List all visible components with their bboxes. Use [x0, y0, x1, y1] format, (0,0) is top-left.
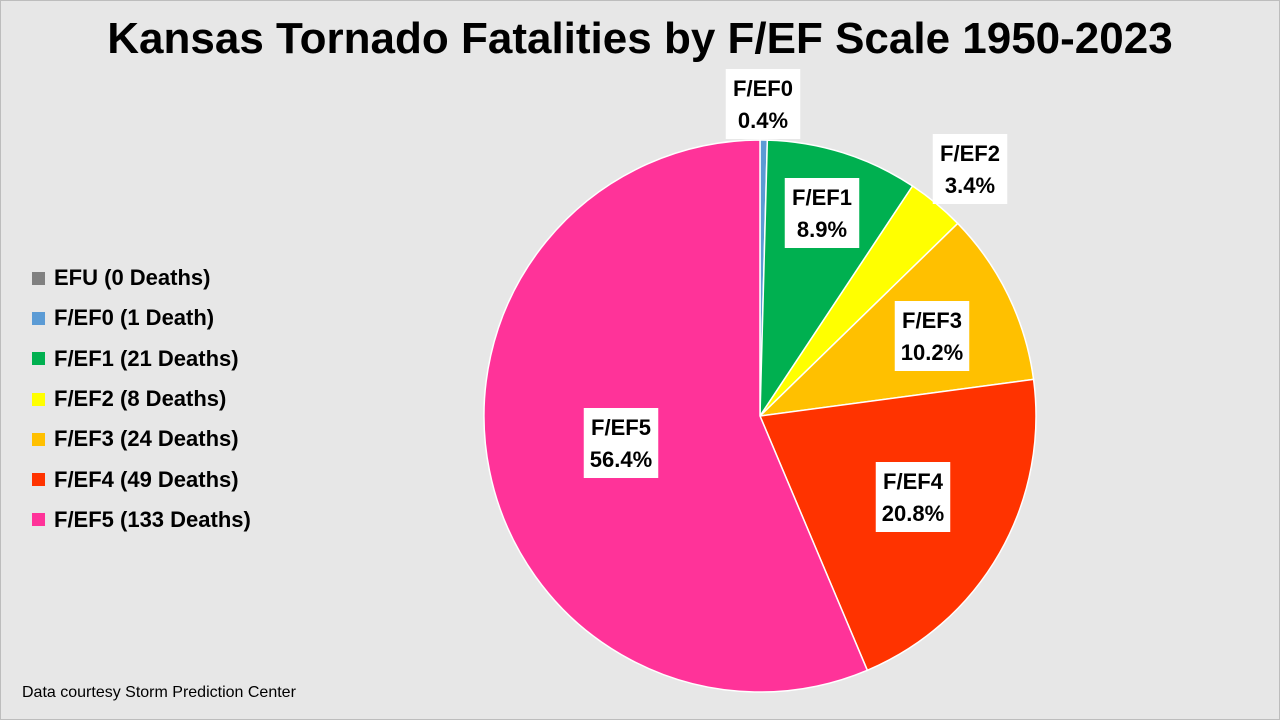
- data-label-percent: 20.8%: [882, 501, 944, 526]
- legend-label: F/EF5 (133 Deaths): [54, 506, 251, 532]
- legend-swatch: [32, 271, 45, 285]
- data-label: F/EF0 0.4%: [725, 69, 801, 139]
- legend-label: F/EF3 (24 Deaths): [54, 426, 239, 452]
- data-label: F/EF5 56.4%: [583, 408, 659, 478]
- legend-label: F/EF0 (1 Death): [54, 305, 215, 331]
- legend-swatch: [32, 311, 45, 325]
- legend-label: F/EF2 (8 Deaths): [54, 386, 227, 412]
- data-label-box: [932, 134, 1008, 204]
- legend-swatch: [32, 513, 45, 527]
- legend-label: EFU (0 Deaths): [54, 265, 211, 291]
- pie-slice-f-ef5: [483, 139, 869, 693]
- data-label-box: [784, 178, 860, 248]
- chart-title: Kansas Tornado Fatalities by F/EF Scale …: [107, 14, 1173, 63]
- data-label-name: F/EF4: [883, 469, 944, 494]
- legend-item: EFU (0 Deaths): [32, 258, 251, 298]
- data-label-percent: 8.9%: [797, 217, 847, 242]
- data-label-percent: 0.4%: [738, 108, 788, 133]
- legend-swatch: [32, 352, 45, 366]
- data-label: F/EF1 8.9%: [784, 178, 860, 248]
- data-label-box: [583, 408, 659, 478]
- legend-item: F/EF5 (133 Deaths): [32, 500, 251, 540]
- legend-swatch: [32, 392, 45, 406]
- legend-swatch: [32, 473, 45, 487]
- data-label: F/EF3 10.2%: [894, 301, 970, 371]
- legend-item: F/EF1 (21 Deaths): [32, 339, 251, 379]
- data-label-box: [875, 462, 951, 532]
- legend-item: F/EF2 (8 Deaths): [32, 379, 251, 419]
- legend-item: F/EF0 (1 Death): [32, 298, 251, 338]
- source-note: Data courtesy Storm Prediction Center: [22, 684, 296, 701]
- data-label-name: F/EF1: [792, 185, 852, 210]
- legend-swatch: [32, 432, 45, 446]
- data-label-percent: 3.4%: [945, 173, 995, 198]
- legend-label: F/EF4 (49 Deaths): [54, 466, 239, 492]
- data-label: F/EF4 20.8%: [875, 462, 951, 532]
- legend-item: F/EF3 (24 Deaths): [32, 419, 251, 459]
- legend-item: F/EF4 (49 Deaths): [32, 459, 251, 499]
- data-label-box: [725, 69, 801, 139]
- legend: EFU (0 Deaths) F/EF0 (1 Death) F/EF1 (21 D…: [32, 258, 251, 540]
- data-label: F/EF2 3.4%: [932, 134, 1008, 204]
- data-label-percent: 56.4%: [590, 447, 652, 472]
- legend-label: F/EF1 (21 Deaths): [54, 345, 239, 371]
- data-label-name: F/EF3: [902, 308, 962, 333]
- data-label-box: [894, 301, 970, 371]
- data-label-percent: 10.2%: [901, 340, 963, 365]
- data-label-name: F/EF0: [733, 76, 793, 101]
- data-label-name: F/EF2: [940, 141, 1000, 166]
- data-label-name: F/EF5: [591, 415, 651, 440]
